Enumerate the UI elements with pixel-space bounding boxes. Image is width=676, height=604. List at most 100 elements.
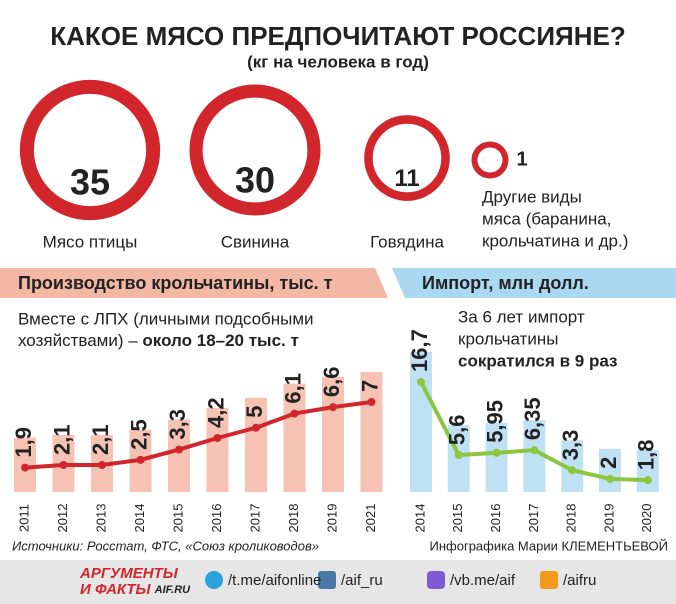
bar: [245, 397, 267, 492]
point: [98, 461, 106, 469]
trend-line: [24, 400, 372, 470]
title: КАКОЕ МЯСО ПРЕДПОЧИТАЮТ РОССИЯНЕ?: [50, 21, 625, 51]
value-label: 2,1: [49, 424, 74, 455]
value-label: 7: [357, 380, 382, 392]
category-label: Говядина: [370, 232, 444, 251]
annotation-bold: сократился в 9 раз: [458, 351, 617, 370]
value-label: 5,95: [482, 400, 507, 443]
annotation-text: хозяйствами) –: [18, 331, 138, 350]
value-label: 6,35: [520, 397, 545, 440]
point: [21, 463, 29, 472]
category-label: крольчатина и др.): [482, 231, 628, 250]
bar: [206, 408, 229, 492]
point: [175, 445, 183, 454]
bar: [561, 440, 584, 492]
value-label: 30: [235, 159, 275, 200]
bar: [168, 419, 190, 492]
point: [59, 461, 68, 469]
x-tick-label: 2015: [450, 504, 465, 533]
x-tick-label: 2018: [286, 504, 301, 533]
logo: И ФАКТЫ AIF.RU: [80, 581, 191, 598]
value-label: 11: [394, 165, 419, 192]
category-label: Другие виды: [482, 187, 582, 206]
bar: [485, 422, 508, 492]
logo-text: И ФАКТЫ: [80, 581, 151, 598]
bar: [523, 420, 546, 492]
point: [367, 398, 376, 406]
value-label: 2,1: [88, 424, 113, 455]
bar: [410, 351, 432, 492]
point: [417, 377, 425, 386]
point: [492, 448, 501, 457]
bar: [599, 448, 621, 492]
meat-circle: [471, 141, 509, 179]
x-tick-label: 2016: [209, 504, 224, 533]
link[interactable]: /aifru: [563, 572, 596, 589]
meat-circle: [19, 79, 161, 221]
annotation: крольчатины: [458, 329, 558, 348]
section-band: [392, 268, 676, 298]
value-label: 1,8: [634, 440, 659, 471]
value-label: 2: [596, 457, 621, 469]
annotation: Вместе с ЛПХ (личными подсобными: [18, 309, 314, 328]
value-label: 35: [70, 162, 110, 203]
annotation-bold: около 18–20 тыс. т: [142, 331, 298, 350]
point: [290, 409, 299, 418]
x-tick-label: 2011: [16, 504, 31, 532]
icon: [540, 571, 558, 589]
value-label: 5,6: [445, 415, 470, 446]
value-label: 5: [242, 405, 267, 417]
value-label: 4,2: [203, 397, 228, 428]
footer: [0, 560, 676, 604]
point: [252, 423, 260, 432]
section-band: [0, 268, 388, 298]
link[interactable]: /aif_ru: [341, 572, 383, 589]
sources: Источники: Росстат, ФТС, «Союз кроликово…: [12, 538, 319, 553]
value-label: 3,3: [165, 409, 190, 440]
subtitle: (кг на человека в год): [247, 52, 429, 71]
value-label: 3,3: [558, 430, 583, 461]
x-tick-label: 2017: [526, 504, 541, 533]
annotation: хозяйствами) – около 18–20 тыс. т: [18, 331, 299, 350]
x-tick-label: 2021: [363, 504, 378, 533]
credit: Инфографика Марии КЛЕМЕНТЬЕВОЙ: [430, 538, 669, 553]
link[interactable]: /t.me/aifonline: [228, 572, 321, 589]
value-label: 1,9: [11, 427, 36, 458]
x-tick-label: 2020: [639, 504, 654, 533]
icon: [427, 571, 445, 589]
x-tick-label: 2018: [564, 504, 579, 533]
point: [136, 455, 145, 464]
x-tick-label: 2014: [132, 504, 147, 533]
logo: АРГУМЕНТЫ: [79, 565, 179, 582]
x-tick-label: 2014: [412, 504, 427, 533]
category-label: мяса (баранина,: [482, 209, 611, 228]
point: [568, 466, 577, 475]
category-label: Мясо птицы: [43, 232, 138, 251]
value-label: 6,6: [319, 367, 344, 398]
x-tick-label: 2015: [170, 504, 185, 533]
meat-circle: [189, 84, 321, 216]
icon: [205, 571, 223, 589]
meat-circle: [364, 115, 450, 201]
section-title: Производство крольчатины, тыс. т: [18, 273, 333, 293]
point: [606, 474, 614, 483]
category-label: Свинина: [221, 232, 290, 251]
value-label: 6,1: [280, 373, 305, 404]
point: [643, 476, 652, 485]
x-tick-label: 2019: [324, 504, 339, 533]
x-tick-label: 2019: [601, 504, 616, 533]
point: [213, 434, 222, 442]
x-tick-label: 2017: [247, 504, 262, 533]
link[interactable]: /vb.me/aif: [450, 572, 516, 589]
section-title: Импорт, млн долл.: [422, 273, 589, 293]
point: [329, 403, 337, 412]
x-tick-label: 2013: [93, 504, 108, 533]
logo-site: AIF.RU: [154, 584, 192, 596]
value-label: 1: [517, 148, 528, 170]
point: [530, 446, 539, 455]
icon: [318, 571, 336, 589]
annotation: За 6 лет импорт: [458, 307, 585, 326]
value-label: 16,7: [407, 329, 432, 372]
x-tick-label: 2016: [488, 504, 503, 533]
